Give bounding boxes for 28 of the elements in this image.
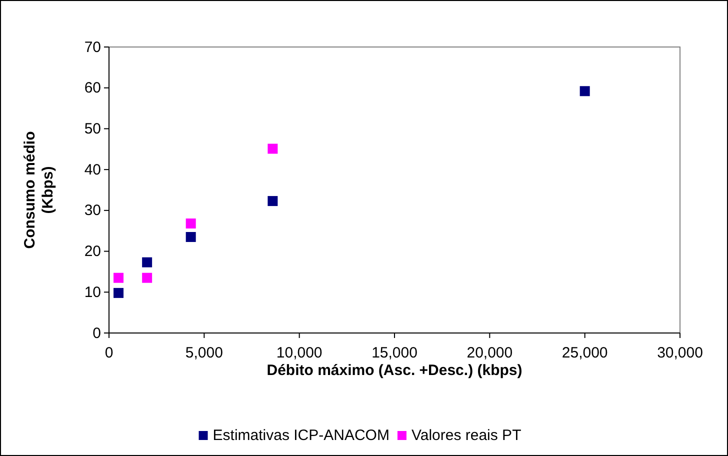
- point: [186, 218, 196, 229]
- point: [268, 196, 278, 206]
- x-tick-label: 25,000: [562, 344, 608, 362]
- y-tick-label: 40: [84, 161, 101, 178]
- y-tick-label: 60: [84, 80, 101, 97]
- y-tick-label: 30: [84, 202, 101, 220]
- x-axis-title: Débito máximo (Asc. +Desc.) (kbps): [266, 362, 522, 379]
- x-tick-label: 30,000: [657, 344, 703, 362]
- y-tick-label: 10: [84, 284, 101, 301]
- point: [142, 272, 152, 283]
- y-tick-label: 70: [84, 38, 101, 56]
- y-axis-title: Consumo médio (Kbps): [21, 131, 56, 249]
- y-tick-label: 0: [92, 324, 101, 342]
- point: [114, 272, 124, 283]
- point: [142, 257, 152, 268]
- x-tick-label: 15,000: [372, 344, 418, 362]
- y-tick-label: 20: [84, 243, 101, 260]
- x-tick-label: 0: [104, 344, 114, 362]
- y-tick-label: 50: [84, 120, 101, 138]
- x-tick-label: 5,000: [185, 344, 223, 362]
- x-tick-label: 10,000: [276, 344, 322, 362]
- point: [186, 232, 196, 242]
- x-tick-label: 20,000: [466, 344, 513, 362]
- point: [268, 144, 278, 154]
- point: [580, 86, 590, 96]
- legend-label: Estimativas ICP-ANACOM: [212, 427, 390, 444]
- point: [114, 288, 124, 298]
- legend-label: Valores reais PT: [411, 427, 522, 444]
